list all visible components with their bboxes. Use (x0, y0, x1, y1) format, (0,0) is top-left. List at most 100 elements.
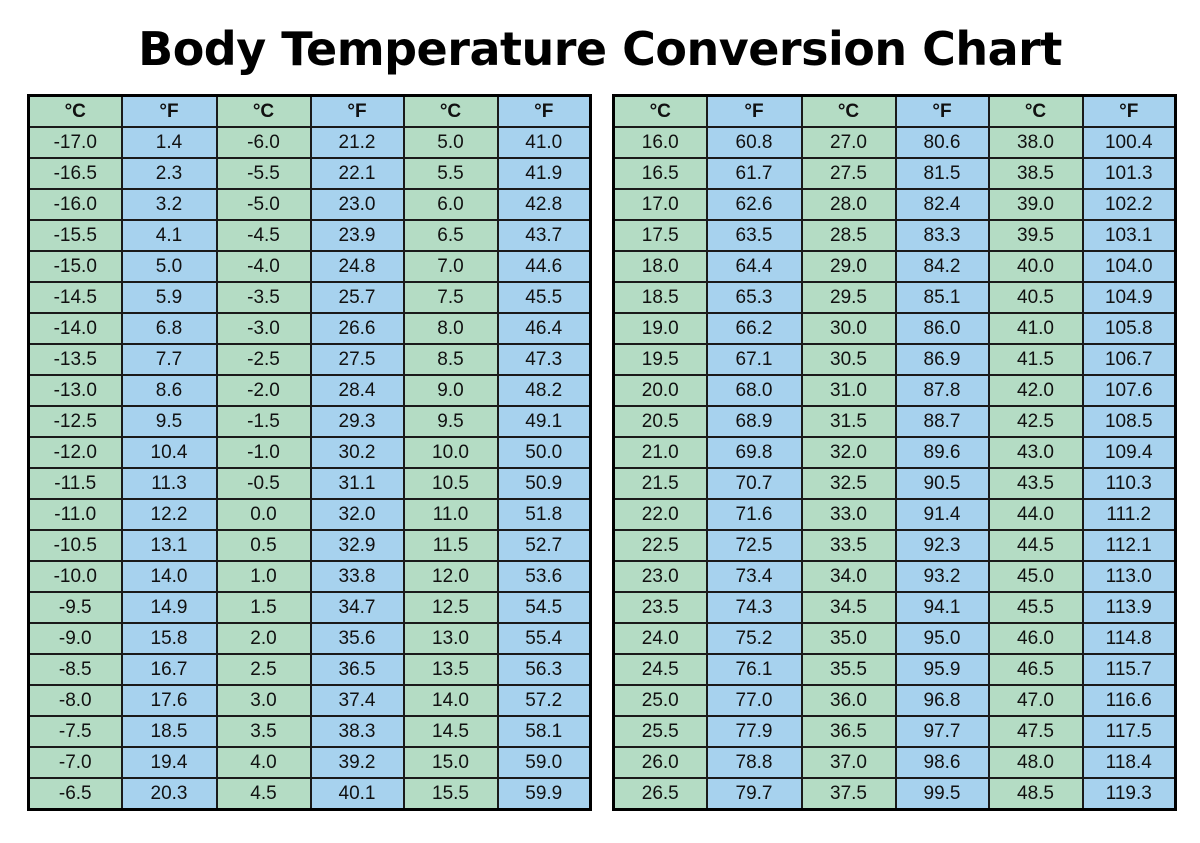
fahrenheit-cell: 88.7 (894, 405, 990, 438)
celsius-cell: 12.5 (402, 591, 499, 624)
celsius-cell: -11.0 (27, 498, 123, 531)
celsius-cell: 16.5 (612, 157, 708, 190)
celsius-cell: -5.0 (215, 188, 312, 221)
celsius-cell: 36.0 (800, 684, 897, 717)
celsius-cell: 4.0 (215, 746, 312, 779)
celsius-cell: 17.5 (612, 219, 708, 252)
celsius-cell: 9.0 (402, 374, 499, 407)
celsius-cell: 47.5 (987, 715, 1084, 748)
header-row: °C °F °C °F °C °F (612, 94, 1177, 128)
fahrenheit-cell: 55.4 (496, 622, 592, 655)
celsius-cell: 28.5 (800, 219, 897, 252)
celsius-cell: -13.0 (27, 374, 123, 407)
celsius-cell: 47.0 (987, 684, 1084, 717)
celsius-cell: 38.0 (987, 126, 1084, 159)
celsius-cell: 1.5 (215, 591, 312, 624)
fahrenheit-cell: 44.6 (496, 250, 592, 283)
celsius-cell: -13.5 (27, 343, 123, 376)
fahrenheit-cell: 25.7 (309, 281, 405, 314)
fahrenheit-cell: 118.4 (1081, 746, 1177, 779)
celsius-cell: -8.0 (27, 684, 123, 717)
celsius-cell: -10.5 (27, 529, 123, 562)
table-row: -11.0 12.2 0.0 32.0 11.0 51.8 (27, 498, 592, 531)
celsius-cell: -8.5 (27, 653, 123, 686)
table-row: 23.0 73.4 34.0 93.2 45.0 113.0 (612, 560, 1177, 593)
fahrenheit-cell: 98.6 (894, 746, 990, 779)
celsius-cell: -17.0 (27, 126, 123, 159)
celsius-cell: 7.0 (402, 250, 499, 283)
fahrenheit-cell: 5.9 (120, 281, 218, 314)
fahrenheit-cell: 103.1 (1081, 219, 1177, 252)
fahrenheit-cell: 99.5 (894, 777, 990, 811)
fahrenheit-cell: 46.4 (496, 312, 592, 345)
fahrenheit-cell: 77.9 (705, 715, 803, 748)
celsius-cell: -4.0 (215, 250, 312, 283)
celsius-cell: 29.5 (800, 281, 897, 314)
fahrenheit-cell: 83.3 (894, 219, 990, 252)
fahrenheit-cell: 86.0 (894, 312, 990, 345)
celsius-cell: -2.5 (215, 343, 312, 376)
celsius-cell: 44.5 (987, 529, 1084, 562)
table-row: 25.5 77.9 36.5 97.7 47.5 117.5 (612, 715, 1177, 748)
celsius-cell: 0.0 (215, 498, 312, 531)
table-row: -11.5 11.3 -0.5 31.1 10.5 50.9 (27, 467, 592, 500)
table-row: -8.5 16.7 2.5 36.5 13.5 56.3 (27, 653, 592, 686)
table-row: -9.0 15.8 2.0 35.6 13.0 55.4 (27, 622, 592, 655)
fahrenheit-cell: 68.9 (705, 405, 803, 438)
table-row: -13.0 8.6 -2.0 28.4 9.0 48.2 (27, 374, 592, 407)
celsius-cell: 42.5 (987, 405, 1084, 438)
table-row: 18.5 65.3 29.5 85.1 40.5 104.9 (612, 281, 1177, 314)
celsius-cell: 39.0 (987, 188, 1084, 221)
fahrenheit-cell: 39.2 (309, 746, 405, 779)
celsius-cell: 14.0 (402, 684, 499, 717)
celsius-cell: 26.0 (612, 746, 708, 779)
fahrenheit-cell: 90.5 (894, 467, 990, 500)
celsius-cell: 23.5 (612, 591, 708, 624)
fahrenheit-cell: 13.1 (120, 529, 218, 562)
celsius-cell: 40.5 (987, 281, 1084, 314)
fahrenheit-cell: 87.8 (894, 374, 990, 407)
celsius-cell: 21.5 (612, 467, 708, 500)
fahrenheit-header: °F (705, 94, 803, 128)
celsius-cell: 6.5 (402, 219, 499, 252)
fahrenheit-cell: 63.5 (705, 219, 803, 252)
fahrenheit-cell: 24.8 (309, 250, 405, 283)
fahrenheit-cell: 37.4 (309, 684, 405, 717)
table-row: 16.5 61.7 27.5 81.5 38.5 101.3 (612, 157, 1177, 190)
celsius-cell: -6.0 (215, 126, 312, 159)
fahrenheit-cell: 35.6 (309, 622, 405, 655)
fahrenheit-cell: 67.1 (705, 343, 803, 376)
celsius-cell: 3.5 (215, 715, 312, 748)
fahrenheit-header: °F (496, 94, 592, 128)
table-row: 16.0 60.8 27.0 80.6 38.0 100.4 (612, 126, 1177, 159)
fahrenheit-cell: 61.7 (705, 157, 803, 190)
celsius-cell: 17.0 (612, 188, 708, 221)
fahrenheit-cell: 119.3 (1081, 777, 1177, 811)
fahrenheit-cell: 49.1 (496, 405, 592, 438)
fahrenheit-cell: 23.0 (309, 188, 405, 221)
celsius-cell: 37.0 (800, 746, 897, 779)
fahrenheit-cell: 5.0 (120, 250, 218, 283)
fahrenheit-cell: 21.2 (309, 126, 405, 159)
fahrenheit-cell: 59.0 (496, 746, 592, 779)
celsius-cell: 40.0 (987, 250, 1084, 283)
fahrenheit-cell: 107.6 (1081, 374, 1177, 407)
celsius-cell: -11.5 (27, 467, 123, 500)
fahrenheit-cell: 65.3 (705, 281, 803, 314)
celsius-cell: 31.5 (800, 405, 897, 438)
table-row: 26.0 78.8 37.0 98.6 48.0 118.4 (612, 746, 1177, 779)
celsius-cell: 44.0 (987, 498, 1084, 531)
table-row: 19.0 66.2 30.0 86.0 41.0 105.8 (612, 312, 1177, 345)
celsius-cell: 10.0 (402, 436, 499, 469)
fahrenheit-cell: 57.2 (496, 684, 592, 717)
celsius-cell: 27.0 (800, 126, 897, 159)
fahrenheit-cell: 43.7 (496, 219, 592, 252)
celsius-cell: 45.5 (987, 591, 1084, 624)
fahrenheit-header: °F (309, 94, 405, 128)
fahrenheit-cell: 76.1 (705, 653, 803, 686)
celsius-cell: -7.5 (27, 715, 123, 748)
celsius-cell: 5.0 (402, 126, 499, 159)
celsius-cell: 3.0 (215, 684, 312, 717)
fahrenheit-cell: 28.4 (309, 374, 405, 407)
fahrenheit-cell: 17.6 (120, 684, 218, 717)
